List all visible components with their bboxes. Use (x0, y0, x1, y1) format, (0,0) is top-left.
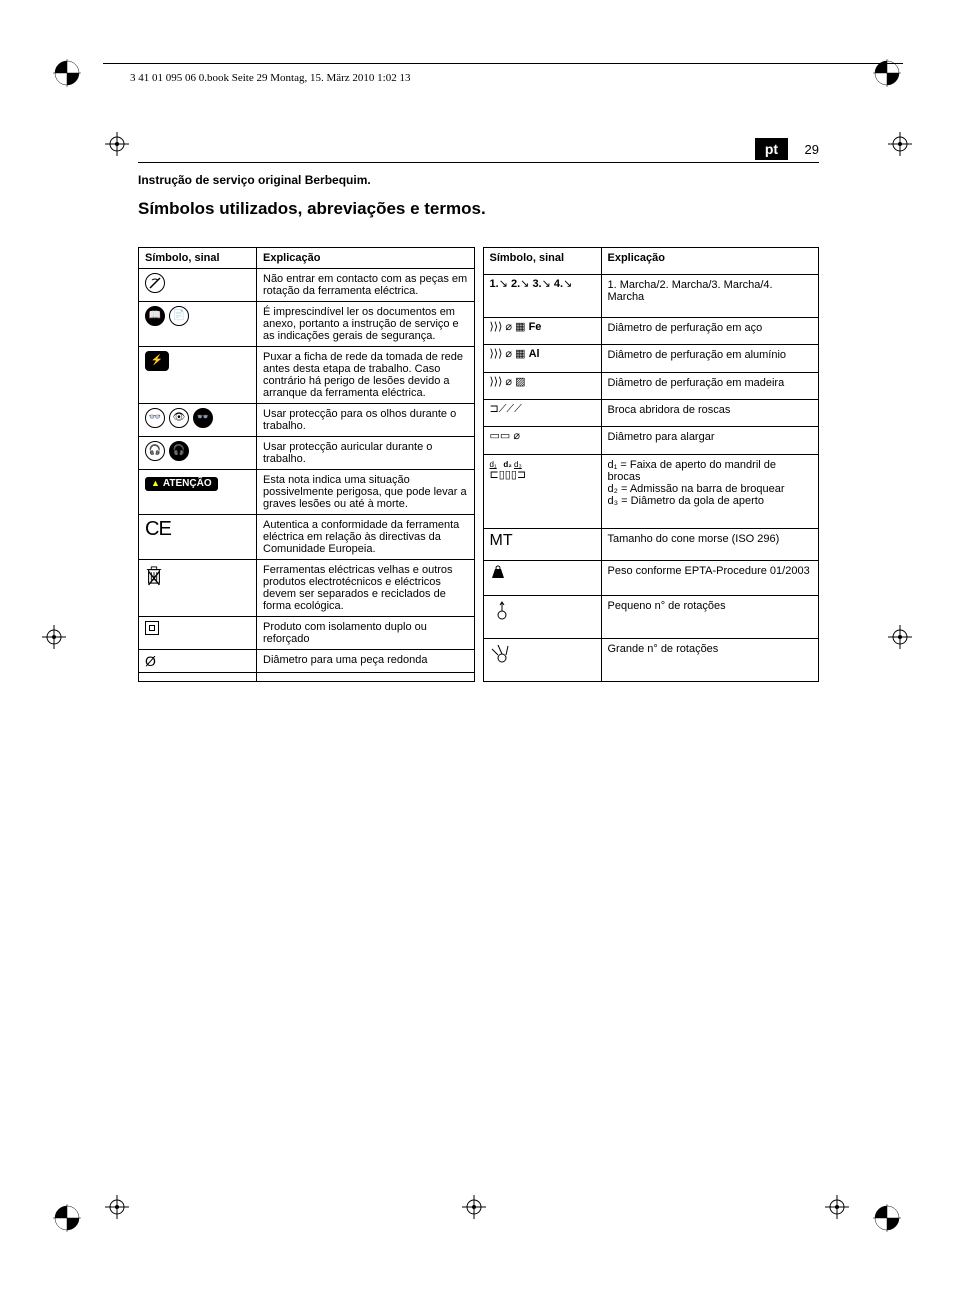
eye-protection-icon: 👁 (169, 408, 189, 428)
crosshair-icon (825, 1195, 849, 1219)
cell-exp: d₁ = Faixa de aperto do mandril de broca… (601, 454, 819, 528)
table-row: 1.↘ 2.↘ 3.↘ 4.↘ 1. Marcha/2. Marcha/3. M… (483, 275, 819, 318)
gears-icon: 1.↘ 2.↘ 3.↘ 4.↘ (483, 275, 601, 318)
page-number: 29 (805, 142, 819, 157)
lang-tag: pt (755, 138, 788, 160)
read-manual-icon: 📖 (145, 306, 165, 326)
table-row: ▭▭ ⌀ Diâmetro para alargar (483, 427, 819, 454)
cell-exp: Tamanho do cone morse (ISO 296) (601, 528, 819, 560)
top-rule (138, 162, 819, 163)
cell-exp: Usar protecção para os olhos durante o t… (257, 404, 475, 437)
symbols-table-right: Símbolo, sinal Explicação 1.↘ 2.↘ 3.↘ 4.… (483, 247, 820, 682)
cell-sym (139, 673, 257, 682)
table-row: Ø Diâmetro para uma peça redonda (139, 650, 475, 673)
th-symbol: Símbolo, sinal (483, 248, 601, 275)
crosshair-icon (105, 1195, 129, 1219)
table-row: Pequeno n° de rotações (483, 596, 819, 639)
reamer-icon: ▭▭ ⌀ (483, 427, 601, 454)
cell-exp: Broca abridora de roscas (601, 400, 819, 427)
ce-mark-icon: CE (145, 518, 171, 540)
table-row: CE Autentica a conformidade da ferrament… (139, 515, 475, 560)
diameter-icon: Ø (139, 650, 257, 673)
crosshair-icon (105, 132, 129, 156)
page-title: Símbolos utilizados, abreviações e termo… (138, 199, 819, 219)
table-row: Ferramentas eléctricas velhas e outros p… (139, 560, 475, 617)
reg-mark-icon (872, 1203, 902, 1233)
cell-exp: Não entrar em contacto com as peças em r… (257, 269, 475, 302)
th-symbol: Símbolo, sinal (139, 248, 257, 269)
symbols-table-left: Símbolo, sinal Explicação Não entrar em … (138, 247, 475, 682)
th-explain: Explicação (601, 248, 819, 275)
unplug-icon: ⚡ (145, 351, 169, 371)
drill-steel-icon: ⟩⟩⟩ ⌀ ▦ Fe (483, 318, 601, 345)
weight-icon (483, 561, 601, 596)
table-row: Produto com isolamento duplo ou reforçad… (139, 617, 475, 650)
cell-exp: Esta nota indica uma situação possivelme… (257, 470, 475, 515)
reg-mark-icon (52, 58, 82, 88)
table-row (139, 673, 475, 682)
crosshair-icon (888, 132, 912, 156)
eye-protection-icon: 👓 (145, 408, 165, 428)
cell-exp: Diâmetro para uma peça redonda (257, 650, 475, 673)
table-row: 📖 📄 É imprescindível ler os documentos e… (139, 302, 475, 347)
morse-taper-label: MT (483, 528, 601, 560)
eye-protection-icon: 👓 (193, 408, 213, 428)
cell-exp: Autentica a conformidade da ferramenta e… (257, 515, 475, 560)
cell-exp: Puxar a ficha de rede da tomada de rede … (257, 347, 475, 404)
cell-exp: Peso conforme EPTA-Procedure 01/2003 (601, 561, 819, 596)
crosshair-icon (42, 625, 66, 649)
ear-protection-icon: 🎧 (169, 441, 189, 461)
reg-mark-icon (52, 1203, 82, 1233)
th-explain: Explicação (257, 248, 475, 269)
crosshair-icon (462, 1195, 486, 1219)
table-row: Não entrar em contacto com as peças em r… (139, 269, 475, 302)
cell-exp (257, 673, 475, 682)
subtitle: Instrução de serviço original Berbequim. (138, 173, 819, 187)
cell-exp: Diâmetro de perfuração em madeira (601, 372, 819, 399)
high-speed-icon (483, 639, 601, 682)
page-indicator: pt 29 (755, 138, 819, 160)
cell-exp: Diâmetro de perfuração em aço (601, 318, 819, 345)
header-rule (103, 63, 903, 64)
cell-exp: Diâmetro para alargar (601, 427, 819, 454)
cell-exp: Produto com isolamento duplo ou reforçad… (257, 617, 475, 650)
cell-exp: Usar protecção auricular durante o traba… (257, 437, 475, 470)
table-row: ⟩⟩⟩ ⌀ ▦ Fe Diâmetro de perfuração em aço (483, 318, 819, 345)
cell-exp: Grande n° de rotações (601, 639, 819, 682)
cell-exp: Ferramentas eléctricas velhas e outros p… (257, 560, 475, 617)
drill-wood-icon: ⟩⟩⟩ ⌀ ▨ (483, 372, 601, 399)
table-row: Grande n° de rotações (483, 639, 819, 682)
table-row: ⟩⟩⟩ ⌀ ▦ Al Diâmetro de perfuração em alu… (483, 345, 819, 372)
table-row: ⊐⟋⟋⟋ Broca abridora de roscas (483, 400, 819, 427)
cell-exp: É imprescindível ler os documentos em an… (257, 302, 475, 347)
cell-exp: Pequeno n° de rotações (601, 596, 819, 639)
chuck-dimensions-icon: d₁ d₂ d₃ ⊏▯▯▯⊐ (483, 454, 601, 528)
ear-protection-icon: 🎧 (145, 441, 165, 461)
book-icon: 📄 (169, 306, 189, 326)
cell-exp: Diâmetro de perfuração em alumínio (601, 345, 819, 372)
table-row: 👓 👁 👓 Usar protecção para os olhos duran… (139, 404, 475, 437)
table-row: ATENÇÃO Esta nota indica uma situação po… (139, 470, 475, 515)
drill-aluminium-icon: ⟩⟩⟩ ⌀ ▦ Al (483, 345, 601, 372)
table-row: 🎧 🎧 Usar protecção auricular durante o t… (139, 437, 475, 470)
crosshair-icon (888, 625, 912, 649)
table-row: d₁ d₂ d₃ ⊏▯▯▯⊐ d₁ = Faixa de aperto do m… (483, 454, 819, 528)
table-row: MT Tamanho do cone morse (ISO 296) (483, 528, 819, 560)
double-insulation-icon (145, 621, 159, 635)
table-row: Peso conforme EPTA-Procedure 01/2003 (483, 561, 819, 596)
warning-badge: ATENÇÃO (145, 477, 218, 491)
tap-icon: ⊐⟋⟋⟋ (483, 400, 601, 427)
recycle-bin-icon (145, 573, 163, 590)
header-text: 3 41 01 095 06 0.book Seite 29 Montag, 1… (130, 72, 410, 84)
table-row: ⚡ Puxar a ficha de rede da tomada de red… (139, 347, 475, 404)
no-touch-rotating-icon (145, 273, 165, 293)
cell-exp: 1. Marcha/2. Marcha/3. Marcha/4. Marcha (601, 275, 819, 318)
table-row: ⟩⟩⟩ ⌀ ▨ Diâmetro de perfuração em madeir… (483, 372, 819, 399)
low-speed-icon (483, 596, 601, 639)
